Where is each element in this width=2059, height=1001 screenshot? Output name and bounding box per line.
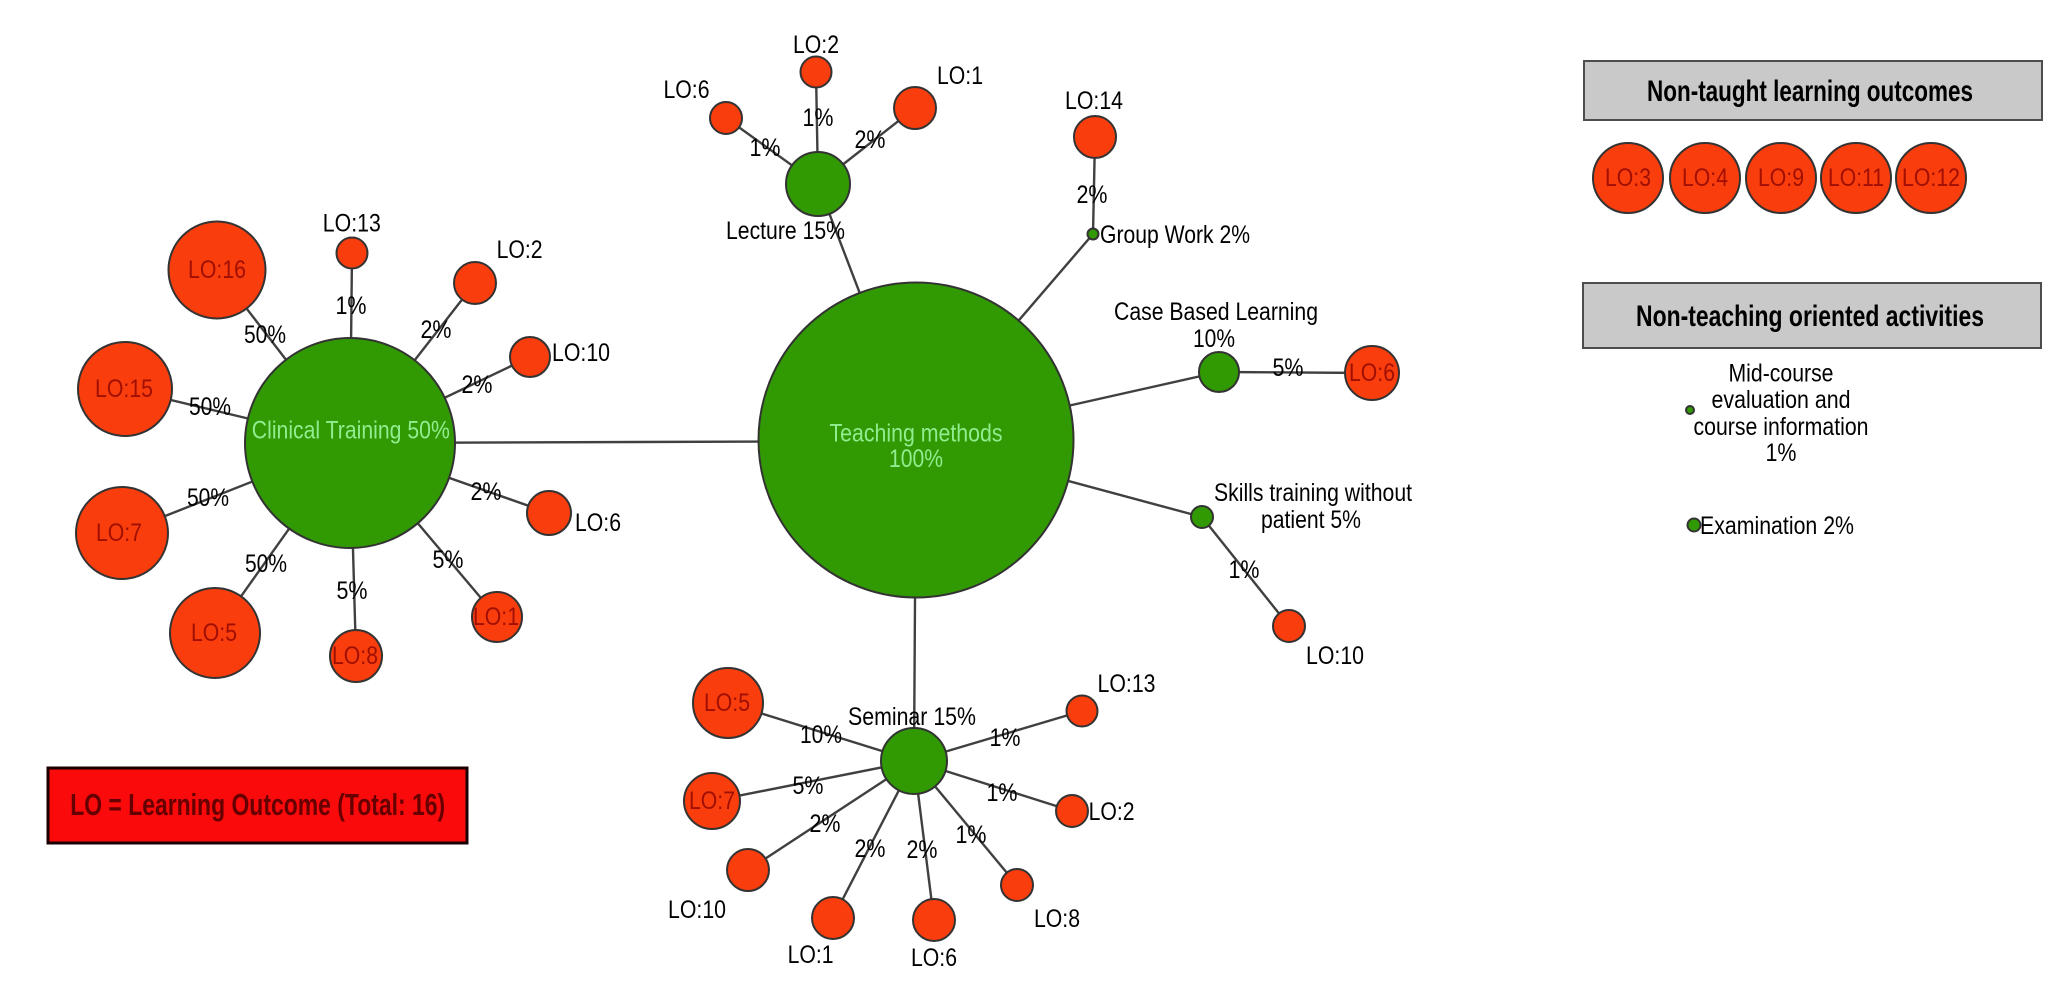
svg-text:1%: 1% [956,821,987,849]
svg-text:5%: 5% [793,772,824,800]
svg-text:LO:1: LO:1 [788,941,834,969]
svg-text:2%: 2% [421,316,452,344]
svg-text:LO:13: LO:13 [323,210,381,238]
svg-text:LO:1: LO:1 [937,62,983,90]
svg-text:LO:5: LO:5 [704,689,750,717]
svg-text:1%: 1% [336,292,367,320]
svg-text:Skills training without: Skills training without [1214,479,1412,507]
svg-text:50%: 50% [245,550,287,578]
svg-text:LO:7: LO:7 [96,519,142,547]
svg-text:2%: 2% [855,835,886,863]
svg-text:Clinical Training 50%: Clinical Training 50% [252,417,450,445]
svg-text:1%: 1% [1766,439,1797,467]
svg-text:LO:10: LO:10 [668,896,726,924]
svg-text:LO:9: LO:9 [1758,164,1804,192]
svg-text:LO:5: LO:5 [191,619,237,647]
svg-text:1%: 1% [803,104,834,132]
svg-text:Examination 2%: Examination 2% [1700,512,1854,540]
svg-text:LO = Learning Outcome (Total:: LO = Learning Outcome (Total: 16) [70,787,445,822]
svg-text:1%: 1% [750,134,781,162]
svg-text:5%: 5% [433,546,464,574]
svg-text:Group Work 2%: Group Work 2% [1100,221,1250,249]
svg-text:evaluation and: evaluation and [1712,386,1851,414]
svg-text:LO:2: LO:2 [1089,798,1135,826]
svg-text:LO:7: LO:7 [689,787,735,815]
svg-text:LO:10: LO:10 [1306,642,1364,670]
svg-text:Non-taught learning outcomes: Non-taught learning outcomes [1647,75,1973,108]
svg-text:LO:6: LO:6 [575,509,621,537]
svg-text:LO:4: LO:4 [1682,164,1728,192]
svg-text:Case Based Learning: Case Based Learning [1114,298,1318,326]
svg-text:LO:11: LO:11 [1828,164,1884,192]
svg-text:course information: course information [1694,413,1869,441]
svg-text:10%: 10% [800,721,842,749]
svg-text:50%: 50% [187,484,229,512]
svg-text:Non-teaching oriented activiti: Non-teaching oriented activities [1636,300,1984,333]
svg-text:100%: 100% [889,445,943,473]
svg-text:LO:2: LO:2 [793,31,839,59]
svg-text:LO:14: LO:14 [1065,87,1123,115]
svg-text:LO:6: LO:6 [1349,359,1395,387]
svg-text:50%: 50% [189,393,231,421]
svg-text:1%: 1% [1229,556,1260,584]
svg-text:2%: 2% [907,836,938,864]
svg-text:LO:10: LO:10 [552,339,610,367]
svg-text:patient 5%: patient 5% [1261,506,1361,534]
svg-text:5%: 5% [1273,354,1304,382]
svg-text:LO:2: LO:2 [497,236,543,264]
svg-text:LO:12: LO:12 [1902,164,1960,192]
svg-text:LO:13: LO:13 [1098,670,1156,698]
svg-text:Seminar 15%: Seminar 15% [848,703,976,731]
svg-text:10%: 10% [1193,325,1235,353]
svg-text:LO:8: LO:8 [1034,905,1080,933]
svg-text:2%: 2% [855,126,886,154]
svg-text:Teaching methods: Teaching methods [830,420,1003,448]
svg-text:50%: 50% [244,321,286,349]
svg-text:2%: 2% [462,371,493,399]
svg-text:LO:8: LO:8 [332,642,378,670]
svg-text:LO:15: LO:15 [95,375,153,403]
svg-text:Mid-course: Mid-course [1729,360,1834,388]
svg-text:LO:1: LO:1 [473,603,519,631]
svg-text:LO:3: LO:3 [1605,164,1651,192]
svg-text:LO:6: LO:6 [664,76,710,104]
svg-text:2%: 2% [471,478,502,506]
svg-text:1%: 1% [990,724,1021,752]
svg-text:2%: 2% [810,810,841,838]
svg-text:LO:16: LO:16 [188,256,246,284]
svg-text:LO:6: LO:6 [911,944,957,972]
svg-text:Lecture 15%: Lecture 15% [726,217,845,245]
svg-text:2%: 2% [1077,181,1108,209]
svg-text:1%: 1% [987,779,1018,807]
svg-text:5%: 5% [337,577,368,605]
